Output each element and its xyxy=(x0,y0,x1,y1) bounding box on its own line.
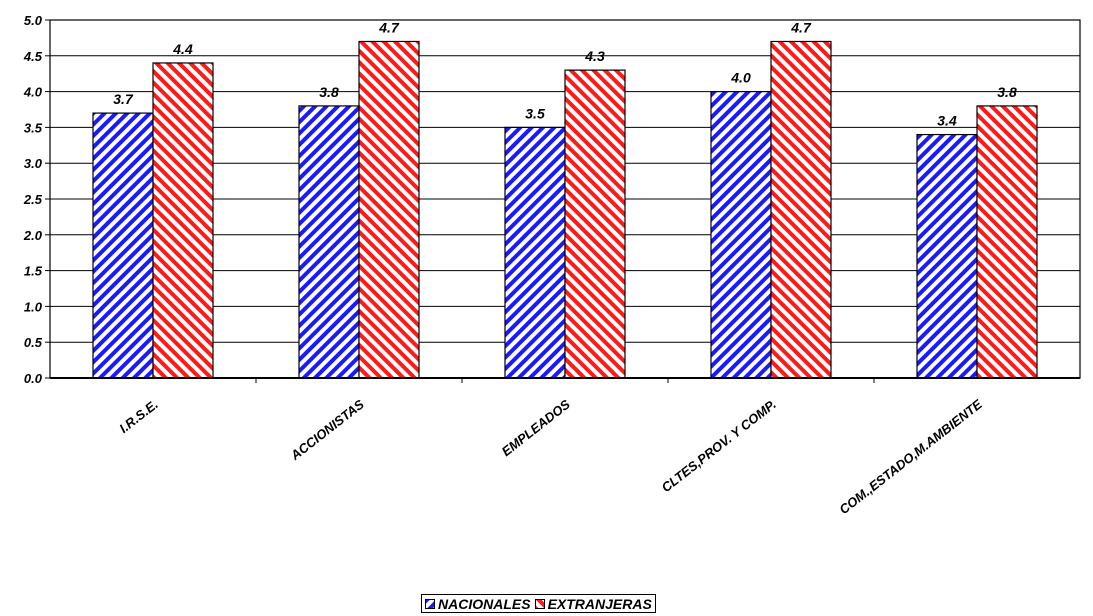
bar-extranjeras-1 xyxy=(358,40,420,379)
y-tick-label: 0.0 xyxy=(24,371,43,386)
data-labels: 3.7 4.4 3.8 4.7 3.5 4.3 4.0 4.7 3.4 3.8 xyxy=(113,19,1017,128)
x-tick-label: COM.,ESTADO,M.AMBIENTE xyxy=(836,396,985,517)
bar-nacionales-1 xyxy=(298,105,360,379)
bar-extranjeras-2 xyxy=(564,69,626,379)
bars xyxy=(92,40,1038,379)
y-tick-label: 1.0 xyxy=(24,299,43,314)
data-label: 3.8 xyxy=(319,84,339,100)
data-label: 3.5 xyxy=(525,105,545,121)
legend-swatch-extranjeras xyxy=(534,598,545,609)
data-label: 4.4 xyxy=(172,41,193,57)
y-tick-label: 0.5 xyxy=(24,335,43,350)
y-axis: 0.0 0.5 1.0 1.5 2.0 2.5 3.0 3.5 4.0 4.5 5.0 xyxy=(23,13,50,386)
bar-extranjeras-3 xyxy=(770,40,832,379)
legend-item-nacionales: NACIONALES xyxy=(425,596,531,612)
data-label: 4.7 xyxy=(790,19,812,35)
data-label: 3.8 xyxy=(997,84,1017,100)
y-tick-label: 3.5 xyxy=(24,120,43,135)
y-tick-label: 4.5 xyxy=(23,49,43,64)
legend-item-extranjeras: EXTRANJERAS xyxy=(534,595,652,612)
legend-label-nacionales: NACIONALES xyxy=(438,595,531,612)
legend-swatch-nacionales xyxy=(425,598,435,609)
bar-nacionales-2 xyxy=(504,126,566,379)
x-tick-label: CLTES,PROV. Y COMP. xyxy=(659,397,779,496)
bar-chart: 0.0 0.5 1.0 1.5 2.0 2.5 3.0 3.5 4.0 4.5 5.0 3.7 4.4… xyxy=(23,13,1081,517)
legend: NACIONALES EXTRANJERAS xyxy=(421,594,656,613)
y-tick-label: 2.5 xyxy=(23,192,43,207)
bar-nacionales-3 xyxy=(710,90,772,379)
data-label: 4.7 xyxy=(378,19,400,35)
y-tick-label: 1.5 xyxy=(24,264,43,279)
y-tick-label: 5.0 xyxy=(24,13,43,28)
y-tick-label: 2.0 xyxy=(23,228,43,243)
data-label: 4.3 xyxy=(584,48,605,64)
y-tick-label: 3.0 xyxy=(24,156,43,171)
x-tick-label: ACCIONISTAS xyxy=(287,396,367,463)
x-tick-label: EMPLEADOS xyxy=(499,396,573,459)
legend-label-extranjeras: EXTRANJERAS xyxy=(547,595,652,612)
x-axis: I.R.S.E. ACCIONISTAS EMPLEADOS CLTES,PROV. … xyxy=(116,378,985,517)
y-tick-label: 4.0 xyxy=(23,85,43,100)
data-label: 4.0 xyxy=(730,70,751,86)
bar-extranjeras-0 xyxy=(152,62,214,379)
bar-nacionales-4 xyxy=(916,133,978,379)
bar-extranjeras-4 xyxy=(976,105,1038,379)
plot-frame xyxy=(49,19,1081,379)
x-tick-label: I.R.S.E. xyxy=(116,397,161,436)
bar-nacionales-0 xyxy=(92,112,154,379)
data-label: 3.4 xyxy=(937,113,957,129)
data-label: 3.7 xyxy=(113,91,134,107)
